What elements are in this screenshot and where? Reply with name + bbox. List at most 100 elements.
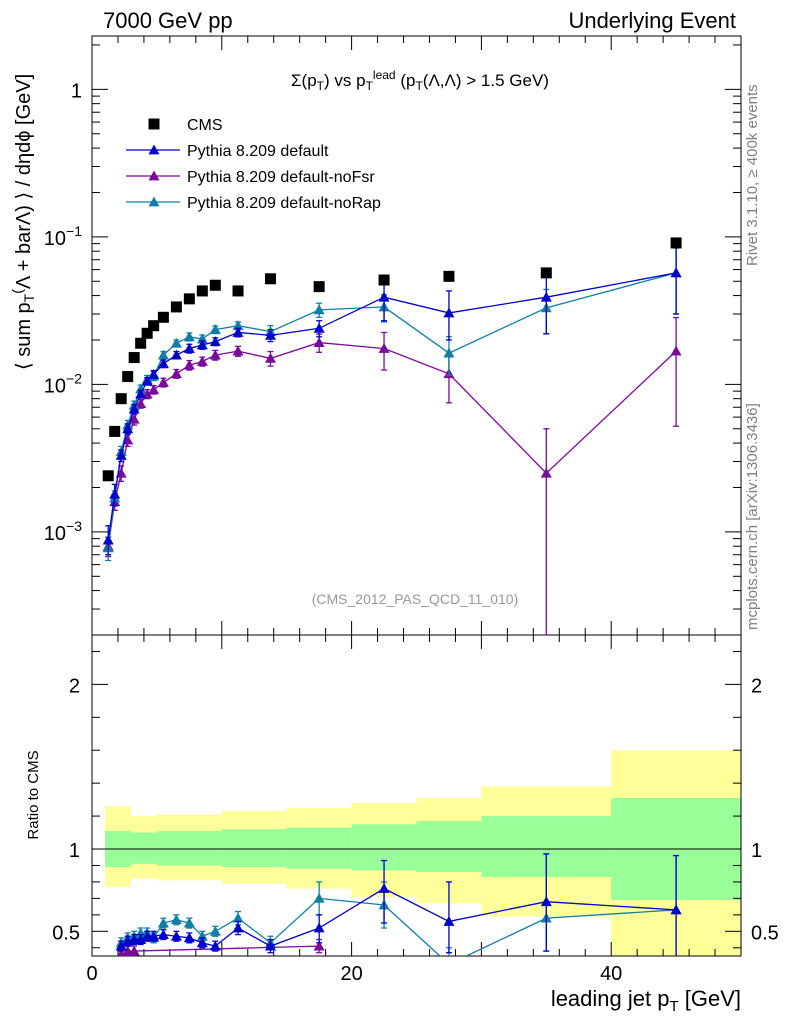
ratio-point-default <box>157 929 169 939</box>
legend-entry-cms: CMS <box>148 117 223 134</box>
legend-marker-triangle <box>148 196 160 207</box>
main-point-cms <box>670 237 682 249</box>
ratio-point-noRap <box>313 892 325 903</box>
main-point-default <box>209 336 221 346</box>
x-axis-label: leading jet pT [GeV] <box>551 986 741 1015</box>
band-inner <box>416 821 482 873</box>
main-point-cms <box>378 274 390 286</box>
text-part: T <box>415 79 423 93</box>
text-part: ) vs p <box>324 71 366 90</box>
legend-marker-triangle <box>148 144 160 155</box>
x-tick-label: 20 <box>340 963 362 985</box>
text-part: Λ + barΛ) ⟩ / dηdϕ [GeV] <box>13 74 35 289</box>
main-point-noFsr <box>135 398 147 409</box>
main-point-default <box>232 326 244 337</box>
main-point-noFsr <box>209 349 221 360</box>
y-tick-base: 10 <box>44 523 66 545</box>
main-point-default <box>313 322 325 333</box>
main-series-cms <box>102 237 682 482</box>
main-point-default <box>135 388 147 399</box>
main-point-noRap <box>209 324 221 335</box>
ratio-y-tick-label: 1 <box>69 840 80 862</box>
y-tick-label: 1 <box>71 80 82 102</box>
y-tick-label: 10−1 <box>44 223 82 250</box>
ratio-point-default <box>209 940 221 951</box>
legend-entry-noFsr: Pythia 8.209 default-noFsr <box>126 169 375 186</box>
main-point-default <box>443 307 455 318</box>
main-point-noFsr <box>670 345 682 356</box>
text-part: lead <box>373 68 396 82</box>
main-point-noFsr <box>232 345 244 356</box>
chart-title: Σ(pT) vs pTlead (pT(Λ,Λ) > 1.5 GeV) <box>291 68 549 92</box>
legend-marker-square <box>148 118 160 130</box>
ratio-point-default <box>135 934 147 944</box>
main-point-cms <box>141 327 153 339</box>
main-point-cms <box>102 470 114 482</box>
ratio-point-default <box>196 937 208 948</box>
main-point-default <box>157 358 169 369</box>
text-part: T <box>317 79 325 93</box>
text-part: (Λ, <box>423 71 445 90</box>
main-point-cms <box>196 285 208 297</box>
header-energy: 7000 GeV pp <box>103 8 233 33</box>
main-point-default <box>670 267 682 278</box>
main-point-noRap <box>232 320 244 331</box>
x-tick-label: 40 <box>600 963 622 985</box>
band-inner <box>130 832 157 864</box>
main-point-noRap <box>443 347 455 358</box>
main-point-default <box>109 488 121 499</box>
ratio-point-default <box>540 896 552 907</box>
text-part: Σ(p <box>291 71 317 90</box>
ratio-point-noRap <box>170 914 182 925</box>
main-point-cms <box>148 320 160 332</box>
main-line-noFsr <box>107 341 677 547</box>
ratio-point-default <box>170 930 182 941</box>
main-point-default <box>128 403 140 414</box>
band-inner <box>221 829 287 868</box>
legend-label: CMS <box>187 117 223 134</box>
text-part: (p <box>396 71 416 90</box>
y-tick-exponent: −1 <box>66 223 82 239</box>
main-point-default <box>196 339 208 350</box>
main-point-cms <box>170 301 182 313</box>
main-series-noFsr <box>102 316 682 635</box>
text-part: Λ <box>445 71 457 90</box>
text-part: ) > 1.5 GeV) <box>456 71 549 90</box>
ratio-point-default <box>232 922 244 933</box>
text-part: leading jet p <box>551 986 670 1011</box>
ratio-point-default <box>378 883 390 893</box>
ratio-y-axis-label: Ratio to CMS <box>25 750 42 839</box>
main-point-noFsr <box>170 368 182 379</box>
band-inner <box>286 827 352 869</box>
header-process: Underlying Event <box>568 8 736 33</box>
text-part: ⟨ sum p <box>13 302 35 370</box>
main-point-noFsr <box>148 384 160 395</box>
main-point-cms <box>183 293 195 305</box>
ratio-point-noRap <box>232 912 244 923</box>
ratio-point-noFsr <box>128 945 140 956</box>
ratio-point-noRap <box>443 959 454 969</box>
main-point-cms <box>443 270 455 282</box>
main-point-cms <box>109 425 121 437</box>
legend-entry-noRap: Pythia 8.209 default-noRap <box>126 195 381 212</box>
ratio-point-default <box>264 940 276 951</box>
main-point-noRap <box>313 304 325 315</box>
ratio-point-noRap <box>183 917 195 928</box>
ratio-point-default <box>183 932 195 943</box>
main-point-noRap <box>170 337 182 348</box>
band-inner <box>156 830 222 866</box>
ratio-point-noRap <box>157 917 169 928</box>
main-point-default <box>122 423 134 434</box>
ratio-point-noFsr <box>313 940 325 951</box>
main-point-cms <box>232 285 244 297</box>
main-point-cms <box>209 279 221 291</box>
main-point-default <box>141 375 153 386</box>
ratio-series-default <box>115 853 682 956</box>
main-point-cms <box>313 281 325 293</box>
y-tick-label: 10−2 <box>44 370 82 397</box>
legend-label: Pythia 8.209 default <box>187 143 329 160</box>
y-tick-base: 10 <box>44 375 66 397</box>
y-tick-exponent: −2 <box>66 370 82 386</box>
main-point-cms <box>264 273 276 285</box>
legend-label: Pythia 8.209 default-noRap <box>187 195 381 212</box>
